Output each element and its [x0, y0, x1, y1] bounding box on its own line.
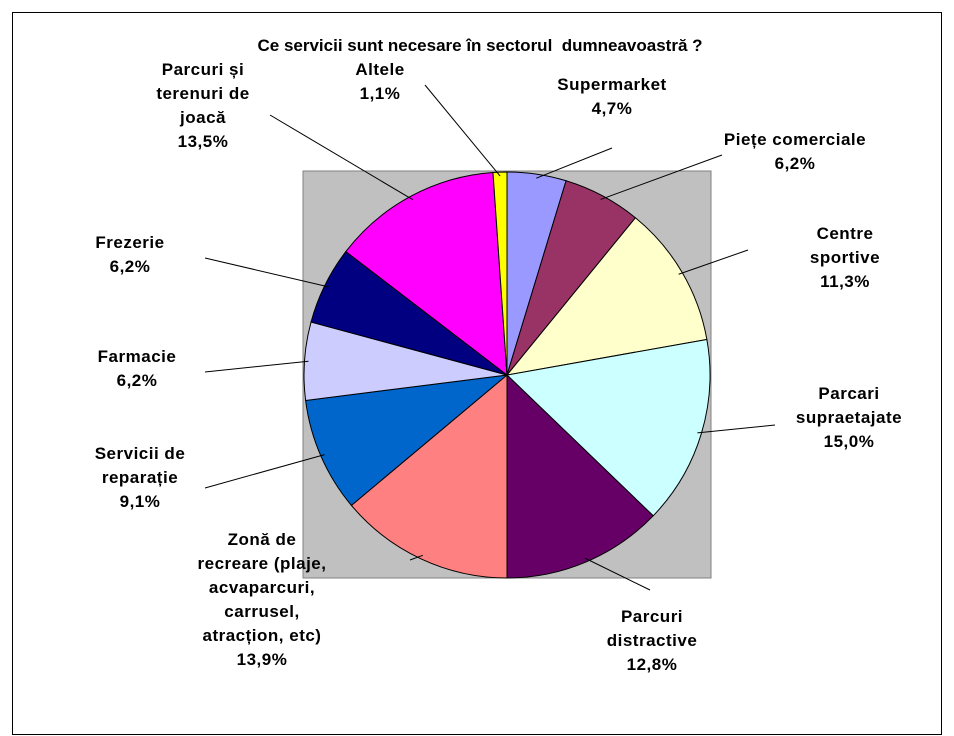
slice-label: Piețe comerciale 6,2%	[724, 128, 866, 176]
pie-slice	[345, 171, 508, 377]
category-label: Centre sportive	[809, 224, 881, 267]
slice-label: Zonă de recreare (plaje, acvaparcuri, ca…	[198, 528, 327, 672]
category-label: Parcuri distractive	[606, 607, 698, 650]
leader-line	[424, 84, 501, 177]
pie-slice	[305, 374, 509, 507]
leader-line	[584, 557, 651, 591]
pie-slice	[350, 373, 508, 579]
pie-slice	[506, 373, 654, 579]
pie-slice	[492, 171, 508, 376]
leader-line	[269, 114, 414, 201]
value-label: 4,7%	[591, 99, 633, 118]
leader-line	[204, 257, 329, 288]
slice-label: Parcuri distractive 12,8%	[607, 605, 698, 677]
pie	[303, 171, 711, 579]
value-label: 6,2%	[109, 257, 151, 276]
value-label: 13,9%	[236, 650, 288, 669]
value-label: 12,8%	[626, 655, 678, 674]
slice-label: Supermarket 4,7%	[557, 73, 666, 121]
slice-label: Parcari supraetajate 15,0%	[796, 382, 902, 454]
slice-label: Frezerie 6,2%	[95, 231, 164, 279]
category-label: Frezerie	[95, 233, 165, 252]
category-label: Zonă de recreare (plaje, acvaparcuri, ca…	[197, 530, 327, 645]
slice-label: Centre sportive 11,3%	[791, 222, 900, 294]
value-label: 9,1%	[119, 492, 161, 511]
slice-label: Altele 1,1%	[355, 58, 404, 106]
value-label: 15,0%	[823, 432, 875, 451]
value-label: 6,2%	[116, 371, 158, 390]
category-label: Servicii de reparație	[94, 444, 186, 487]
leader-line	[697, 424, 776, 434]
leader-line	[204, 360, 309, 373]
value-label: 1,1%	[359, 84, 401, 103]
category-label: Supermarket	[557, 75, 667, 94]
chart-title: Ce servicii sunt necesare în sectorul du…	[257, 36, 703, 55]
value-label: 6,2%	[774, 154, 816, 173]
leader-line	[409, 554, 424, 561]
category-label: Farmacie	[97, 347, 177, 366]
slice-label: Parcuri și terenuri de joacă 13,5%	[156, 58, 249, 154]
pie-slice	[505, 338, 711, 517]
category-label: Altele	[355, 60, 405, 79]
leader-line	[678, 249, 749, 275]
leader-line	[204, 454, 325, 489]
slice-label: Servicii de reparație 9,1%	[95, 442, 186, 514]
value-label: 11,3%	[820, 272, 870, 291]
category-label: Parcari supraetajate	[795, 384, 903, 427]
pie-slice	[505, 217, 708, 376]
slice-label: Farmacie 6,2%	[98, 345, 177, 393]
leader-lines	[204, 84, 776, 591]
value-label: 13,5%	[177, 132, 229, 151]
leader-line	[600, 154, 723, 200]
leader-line	[536, 147, 613, 179]
category-label: Piețe comerciale	[723, 130, 867, 149]
category-label: Parcuri și terenuri de joacă	[156, 60, 250, 127]
